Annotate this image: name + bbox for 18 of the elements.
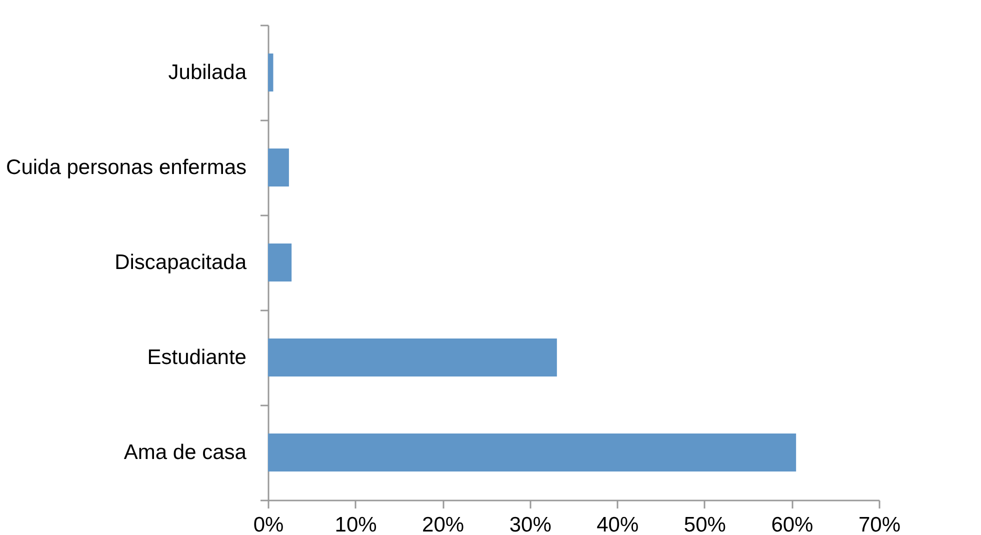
x-tick-label: 60% (771, 514, 814, 535)
bar (268, 244, 292, 282)
y-tick-label: Ama de casa (124, 441, 247, 464)
y-tick-label: Jubilada (168, 61, 247, 84)
x-tick-label: 70% (858, 514, 901, 535)
bar (268, 338, 557, 376)
x-tick-label: 30% (509, 514, 552, 535)
x-tick-label: 50% (684, 514, 726, 535)
bar (268, 434, 796, 472)
x-tick-label: 10% (334, 514, 377, 535)
y-tick-label: Cuida personas enfermas (6, 156, 246, 179)
y-tick-label: Estudiante (147, 346, 246, 369)
x-tick-label: 0% (253, 514, 284, 535)
bar (268, 148, 289, 186)
x-tick-label: 40% (596, 514, 639, 535)
x-tick-label: 20% (422, 514, 464, 535)
bar (268, 54, 274, 92)
y-tick-label: Discapacitada (114, 251, 247, 274)
